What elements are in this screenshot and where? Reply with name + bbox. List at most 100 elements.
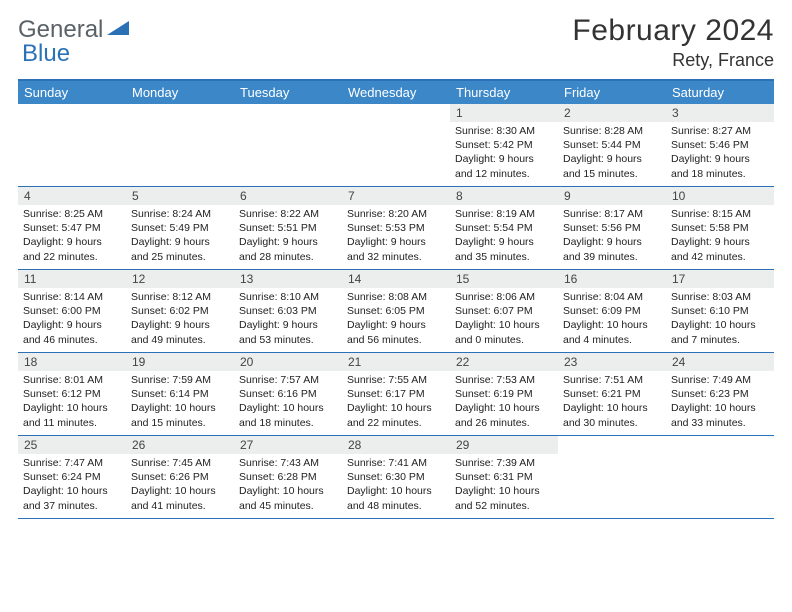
day-body: Sunrise: 8:06 AMSunset: 6:07 PMDaylight:… <box>450 288 558 351</box>
day-body: Sunrise: 7:41 AMSunset: 6:30 PMDaylight:… <box>342 454 450 517</box>
sunrise-text: Sunrise: 7:55 AM <box>347 373 445 387</box>
day-body: Sunrise: 7:43 AMSunset: 6:28 PMDaylight:… <box>234 454 342 517</box>
daylight-text: Daylight: 10 hours and 4 minutes. <box>563 318 661 346</box>
day-cell <box>666 436 774 518</box>
day-number: 13 <box>234 270 342 288</box>
daylight-text: Daylight: 10 hours and 33 minutes. <box>671 401 769 429</box>
day-body: Sunrise: 8:15 AMSunset: 5:58 PMDaylight:… <box>666 205 774 268</box>
day-number: 23 <box>558 353 666 371</box>
day-number: 20 <box>234 353 342 371</box>
day-body: Sunrise: 7:45 AMSunset: 6:26 PMDaylight:… <box>126 454 234 517</box>
day-body: Sunrise: 8:24 AMSunset: 5:49 PMDaylight:… <box>126 205 234 268</box>
day-number: 25 <box>18 436 126 454</box>
sunset-text: Sunset: 6:09 PM <box>563 304 661 318</box>
day-cell: 11Sunrise: 8:14 AMSunset: 6:00 PMDayligh… <box>18 270 126 352</box>
sunrise-text: Sunrise: 7:49 AM <box>671 373 769 387</box>
day-body: Sunrise: 8:22 AMSunset: 5:51 PMDaylight:… <box>234 205 342 268</box>
day-cell: 15Sunrise: 8:06 AMSunset: 6:07 PMDayligh… <box>450 270 558 352</box>
triangle-icon <box>107 19 129 42</box>
day-body: Sunrise: 8:20 AMSunset: 5:53 PMDaylight:… <box>342 205 450 268</box>
daylight-text: Daylight: 10 hours and 11 minutes. <box>23 401 121 429</box>
sunrise-text: Sunrise: 7:41 AM <box>347 456 445 470</box>
day-header-sun: Sunday <box>18 81 126 104</box>
day-number: 3 <box>666 104 774 122</box>
sunrise-text: Sunrise: 8:10 AM <box>239 290 337 304</box>
daylight-text: Daylight: 10 hours and 52 minutes. <box>455 484 553 512</box>
day-header-wed: Wednesday <box>342 81 450 104</box>
day-cell: 12Sunrise: 8:12 AMSunset: 6:02 PMDayligh… <box>126 270 234 352</box>
sunrise-text: Sunrise: 8:25 AM <box>23 207 121 221</box>
day-cell <box>558 436 666 518</box>
day-header-row: Sunday Monday Tuesday Wednesday Thursday… <box>18 81 774 104</box>
day-number: 5 <box>126 187 234 205</box>
location-label: Rety, France <box>572 50 774 71</box>
sunrise-text: Sunrise: 7:39 AM <box>455 456 553 470</box>
sunset-text: Sunset: 6:24 PM <box>23 470 121 484</box>
day-body: Sunrise: 8:14 AMSunset: 6:00 PMDaylight:… <box>18 288 126 351</box>
week-row: 11Sunrise: 8:14 AMSunset: 6:00 PMDayligh… <box>18 270 774 353</box>
day-number: 21 <box>342 353 450 371</box>
daylight-text: Daylight: 9 hours and 39 minutes. <box>563 235 661 263</box>
sunrise-text: Sunrise: 8:12 AM <box>131 290 229 304</box>
day-number: 24 <box>666 353 774 371</box>
day-number: 22 <box>450 353 558 371</box>
daylight-text: Daylight: 10 hours and 37 minutes. <box>23 484 121 512</box>
month-title: February 2024 <box>572 14 774 48</box>
sunset-text: Sunset: 6:05 PM <box>347 304 445 318</box>
sunrise-text: Sunrise: 8:15 AM <box>671 207 769 221</box>
sunset-text: Sunset: 6:31 PM <box>455 470 553 484</box>
day-cell: 7Sunrise: 8:20 AMSunset: 5:53 PMDaylight… <box>342 187 450 269</box>
sunset-text: Sunset: 6:26 PM <box>131 470 229 484</box>
day-number: 29 <box>450 436 558 454</box>
sunrise-text: Sunrise: 7:53 AM <box>455 373 553 387</box>
daylight-text: Daylight: 9 hours and 35 minutes. <box>455 235 553 263</box>
sunset-text: Sunset: 6:19 PM <box>455 387 553 401</box>
day-cell: 3Sunrise: 8:27 AMSunset: 5:46 PMDaylight… <box>666 104 774 186</box>
day-cell <box>234 104 342 186</box>
sunrise-text: Sunrise: 8:06 AM <box>455 290 553 304</box>
day-number: 27 <box>234 436 342 454</box>
sunset-text: Sunset: 5:46 PM <box>671 138 769 152</box>
daylight-text: Daylight: 9 hours and 25 minutes. <box>131 235 229 263</box>
sunset-text: Sunset: 5:56 PM <box>563 221 661 235</box>
day-cell: 23Sunrise: 7:51 AMSunset: 6:21 PMDayligh… <box>558 353 666 435</box>
sunrise-text: Sunrise: 8:04 AM <box>563 290 661 304</box>
day-body: Sunrise: 7:59 AMSunset: 6:14 PMDaylight:… <box>126 371 234 434</box>
day-number: 18 <box>18 353 126 371</box>
daylight-text: Daylight: 10 hours and 15 minutes. <box>131 401 229 429</box>
day-body: Sunrise: 8:30 AMSunset: 5:42 PMDaylight:… <box>450 122 558 185</box>
sunset-text: Sunset: 6:03 PM <box>239 304 337 318</box>
title-block: February 2024 Rety, France <box>572 14 774 71</box>
day-cell: 9Sunrise: 8:17 AMSunset: 5:56 PMDaylight… <box>558 187 666 269</box>
daylight-text: Daylight: 9 hours and 28 minutes. <box>239 235 337 263</box>
sunset-text: Sunset: 6:23 PM <box>671 387 769 401</box>
daylight-text: Daylight: 9 hours and 12 minutes. <box>455 152 553 180</box>
day-number: 14 <box>342 270 450 288</box>
sunset-text: Sunset: 5:54 PM <box>455 221 553 235</box>
day-cell: 4Sunrise: 8:25 AMSunset: 5:47 PMDaylight… <box>18 187 126 269</box>
day-number: 11 <box>18 270 126 288</box>
day-number: 1 <box>450 104 558 122</box>
sunset-text: Sunset: 5:42 PM <box>455 138 553 152</box>
day-number: 28 <box>342 436 450 454</box>
day-cell: 29Sunrise: 7:39 AMSunset: 6:31 PMDayligh… <box>450 436 558 518</box>
day-number: 7 <box>342 187 450 205</box>
day-body: Sunrise: 7:39 AMSunset: 6:31 PMDaylight:… <box>450 454 558 517</box>
day-cell: 21Sunrise: 7:55 AMSunset: 6:17 PMDayligh… <box>342 353 450 435</box>
day-cell: 18Sunrise: 8:01 AMSunset: 6:12 PMDayligh… <box>18 353 126 435</box>
day-body: Sunrise: 8:12 AMSunset: 6:02 PMDaylight:… <box>126 288 234 351</box>
day-body: Sunrise: 8:03 AMSunset: 6:10 PMDaylight:… <box>666 288 774 351</box>
day-body: Sunrise: 8:28 AMSunset: 5:44 PMDaylight:… <box>558 122 666 185</box>
day-cell: 17Sunrise: 8:03 AMSunset: 6:10 PMDayligh… <box>666 270 774 352</box>
calendar: Sunday Monday Tuesday Wednesday Thursday… <box>18 79 774 519</box>
week-row: 25Sunrise: 7:47 AMSunset: 6:24 PMDayligh… <box>18 436 774 519</box>
sunrise-text: Sunrise: 8:30 AM <box>455 124 553 138</box>
day-cell <box>18 104 126 186</box>
daylight-text: Daylight: 10 hours and 41 minutes. <box>131 484 229 512</box>
sunrise-text: Sunrise: 7:59 AM <box>131 373 229 387</box>
day-header-thu: Thursday <box>450 81 558 104</box>
sunrise-text: Sunrise: 7:45 AM <box>131 456 229 470</box>
sunrise-text: Sunrise: 7:57 AM <box>239 373 337 387</box>
sunrise-text: Sunrise: 8:03 AM <box>671 290 769 304</box>
day-body: Sunrise: 7:55 AMSunset: 6:17 PMDaylight:… <box>342 371 450 434</box>
